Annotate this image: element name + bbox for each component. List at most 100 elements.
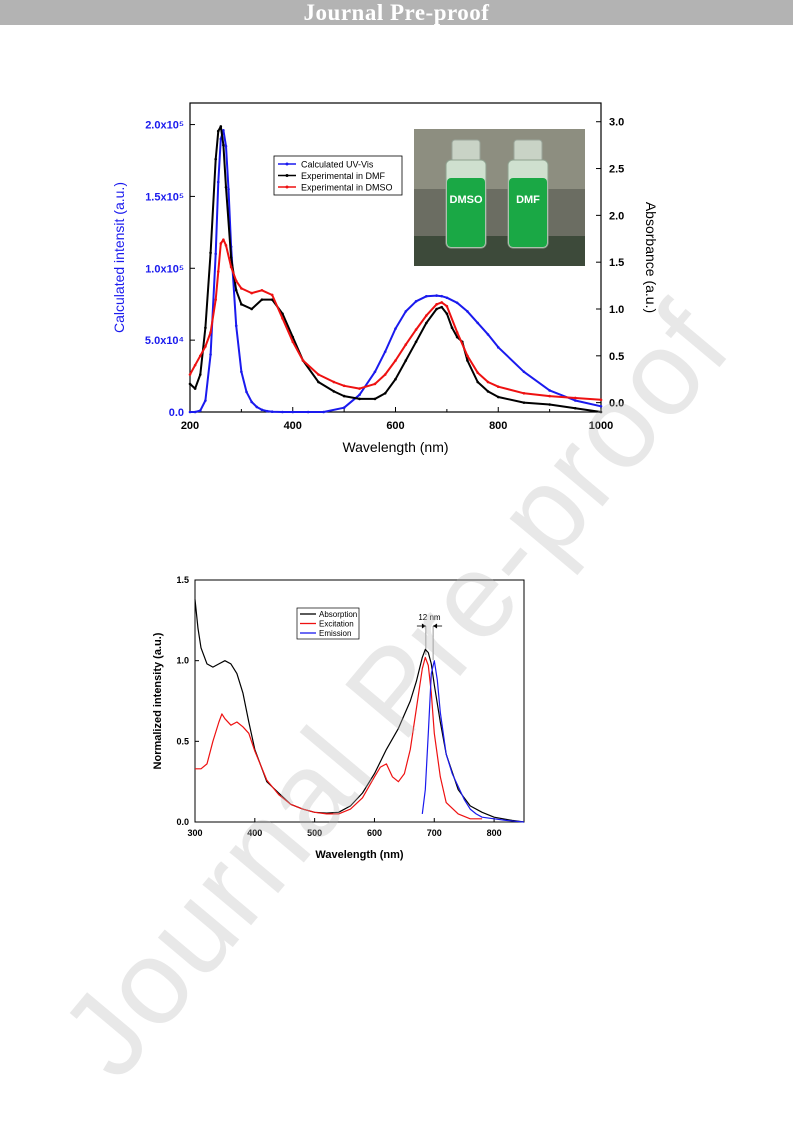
chart2-x-tick-label: 600	[367, 828, 382, 838]
chart1-point-calculated-uv-vis	[204, 399, 207, 402]
chart1-point-experimental-in-dmso	[466, 354, 469, 358]
chart1-point-experimental-in-dmf	[414, 340, 418, 344]
chart1-point-experimental-in-dmf	[466, 359, 469, 362]
chart1-point-calculated-uv-vis	[255, 405, 259, 409]
chart1-point-calculated-uv-vis	[270, 410, 274, 414]
chart2-x-tick-label: 400	[247, 828, 262, 838]
chart1-yright-tick-label: 3.0	[609, 117, 624, 129]
chart1-point-experimental-in-dmso	[332, 380, 336, 384]
annotation-12nm: 12 nm	[418, 613, 441, 622]
chart1-point-experimental-in-dmso	[281, 317, 284, 320]
chart1-point-experimental-in-dmf	[209, 251, 212, 255]
chart1-point-experimental-in-dmf	[599, 410, 603, 414]
chart1-point-experimental-in-dmf	[548, 403, 551, 406]
chart1-point-calculated-uv-vis	[322, 410, 325, 414]
chart2-series-excitation	[195, 656, 483, 820]
chart1-yleft-tick-label: 1.0x10⁵	[145, 263, 184, 275]
chart1-point-experimental-in-dmf	[496, 395, 500, 399]
chart1-yright-tick-label: 0.5	[609, 351, 624, 363]
chart1-legend-label-experimental-in-dmf: Experimental in DMF	[301, 171, 386, 181]
chart1-point-experimental-in-dmso	[358, 387, 361, 390]
chart2-x-tick-label: 800	[487, 828, 502, 838]
chart1-point-calculated-uv-vis	[455, 301, 459, 305]
chart1-point-calculated-uv-vis	[574, 399, 577, 402]
annotation-arrowhead-left	[421, 623, 426, 629]
chart1-point-experimental-in-dmf	[455, 335, 459, 339]
chart1-x-tick-label: 400	[284, 420, 302, 432]
chart2-legend-label-emission: Emission	[319, 629, 351, 638]
chart1-point-calculated-uv-vis	[394, 327, 397, 330]
chart2-legend-label-excitation: Excitation	[319, 620, 354, 629]
chart1-point-calculated-uv-vis	[358, 393, 361, 397]
chart2-series-emission	[421, 660, 525, 823]
chart1-point-calculated-uv-vis	[245, 390, 248, 394]
chart1-point-experimental-in-dmso	[193, 363, 197, 367]
chart2-series-absorption	[194, 599, 525, 823]
chart1-point-experimental-in-dmso	[317, 373, 320, 376]
chart1-point-calculated-uv-vis	[260, 408, 264, 412]
chart1-point-calculated-uv-vis	[466, 310, 469, 313]
chart1-point-calculated-uv-vis	[373, 370, 377, 374]
chart2-frame	[194, 579, 525, 823]
chart1-point-calculated-uv-vis	[599, 404, 603, 408]
annotation-arrowhead-right	[433, 623, 438, 629]
chart1-point-experimental-in-dmf	[224, 185, 228, 189]
chart1-point-experimental-in-dmf	[476, 380, 480, 384]
chart2-x-axis-label: Wavelength (nm)	[315, 849, 404, 861]
chart1-point-calculated-uv-vis	[522, 370, 526, 374]
chart1-point-experimental-in-dmso	[216, 270, 220, 273]
chart1-x-tick-label: 600	[386, 420, 404, 432]
chart1-point-experimental-in-dmf	[214, 157, 217, 161]
chart1-point-calculated-uv-vis	[404, 310, 408, 313]
chart1-point-experimental-in-dmso	[440, 301, 444, 304]
chart1-x-tick-label: 800	[489, 420, 507, 432]
chart1-point-experimental-in-dmso	[219, 242, 223, 245]
vial-label-left: DMSO	[450, 194, 483, 206]
chart1-point-experimental-in-dmf	[204, 326, 207, 330]
chart1-point-calculated-uv-vis	[224, 144, 228, 148]
chart1-point-calculated-uv-vis	[435, 294, 438, 297]
chart1-point-calculated-uv-vis	[188, 410, 192, 414]
vial-green-solution	[509, 178, 547, 247]
chart1-point-calculated-uv-vis	[250, 400, 253, 404]
chart1-point-calculated-uv-vis	[425, 295, 428, 298]
chart1-point-calculated-uv-vis	[209, 353, 212, 356]
chart1-point-experimental-in-dmso	[522, 391, 526, 395]
chart1-point-experimental-in-dmso	[188, 373, 192, 376]
chart1-point-experimental-in-dmf	[383, 391, 387, 395]
chart1-x-axis-label: Wavelength (nm)	[342, 439, 448, 455]
chart1-point-experimental-in-dmso	[548, 394, 551, 398]
vial-neck	[451, 139, 481, 163]
chart1-point-experimental-in-dmso	[496, 385, 500, 389]
chart1-point-experimental-in-dmf	[373, 397, 377, 401]
chart2-legend-label-absorption: Absorption	[319, 610, 357, 619]
chart2-y-tick-label: 1.5	[176, 575, 189, 585]
chart1-point-experimental-in-dmso	[404, 343, 408, 346]
chart2-x-tick-label: 500	[307, 828, 322, 838]
chart2-y-tick-label: 0.5	[176, 736, 189, 746]
chart1-point-experimental-in-dmf	[522, 401, 526, 404]
chart1-point-experimental-in-dmf	[332, 390, 336, 393]
banner-title: Journal Pre-proof	[303, 0, 490, 25]
chart1-yleft-tick-label: 5.0x10⁴	[145, 335, 184, 347]
chart1-point-experimental-in-dmf	[445, 312, 449, 315]
chart1-point-experimental-in-dmso	[240, 287, 243, 290]
chart1-point-experimental-in-dmf	[440, 305, 444, 309]
chart1-yleft-tick-label: 1.5x10⁵	[145, 191, 184, 203]
chart1-left-axis-label: Calculated intensit (a.u.)	[111, 182, 127, 333]
vial-label-right: DMF	[516, 194, 540, 206]
chart1-point-experimental-in-dmf	[219, 125, 223, 128]
vial-neck	[513, 139, 543, 163]
chart1-point-experimental-in-dmso	[204, 345, 207, 348]
chart1-point-calculated-uv-vis	[265, 409, 269, 413]
chart1-legend-marker-experimental-in-dmf	[285, 174, 289, 177]
chart1-point-experimental-in-dmso	[342, 384, 346, 388]
chart1-point-calculated-uv-vis	[227, 187, 230, 191]
chart1-point-calculated-uv-vis	[222, 129, 225, 132]
chart1-point-experimental-in-dmf	[229, 256, 233, 259]
chart1-point-experimental-in-dmso	[229, 265, 233, 269]
chart1-legend-marker-experimental-in-dmso	[285, 185, 289, 189]
chart1-point-experimental-in-dmso	[270, 293, 274, 297]
chart1-point-experimental-in-dmf	[425, 321, 428, 325]
chart2-y-tick-label: 0.0	[176, 817, 189, 827]
